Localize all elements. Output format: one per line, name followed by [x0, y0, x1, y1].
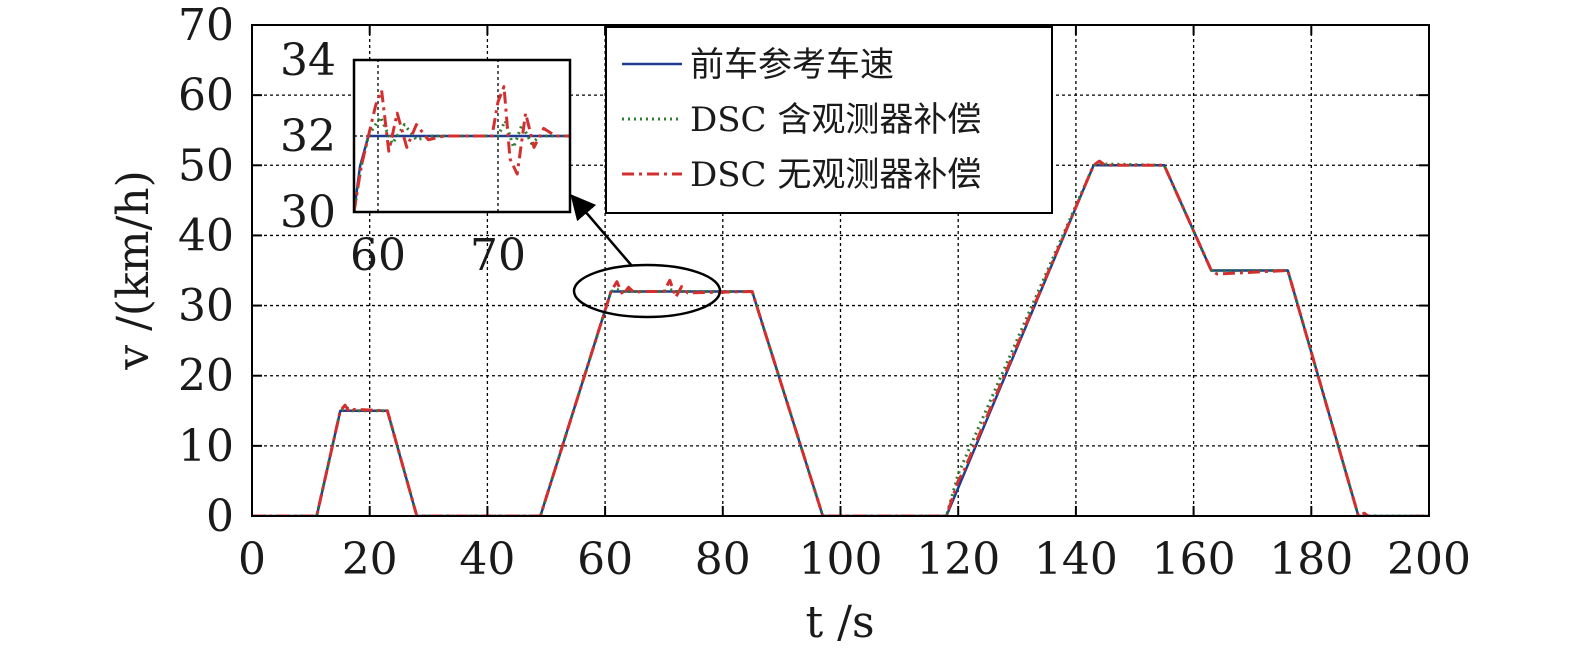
x-tick-label: 60 [577, 534, 633, 585]
x-tick-label: 20 [342, 534, 398, 585]
inset-frame [352, 58, 572, 214]
legend-label-without-observer: DSC 无观测器补偿 [690, 155, 981, 195]
legend-label-with-observer: DSC 含观测器补偿 [690, 100, 981, 140]
x-tick-label: 140 [1034, 534, 1118, 585]
inset-series-line-2 [354, 85, 570, 212]
inset-y-tick-label: 34 [280, 35, 336, 86]
inset-zoom: 60 70 30 32 34 [280, 35, 572, 281]
inset-x-tick-label: 60 [350, 230, 406, 281]
inset-x-tick-label: 70 [470, 230, 526, 281]
series-lines [252, 159, 1429, 516]
y-tick-label: 40 [178, 210, 234, 261]
y-tick-label: 30 [178, 281, 234, 332]
x-tick-label: 80 [695, 534, 751, 585]
y-tick-label: 70 [178, 0, 234, 51]
x-tick-label: 200 [1387, 534, 1471, 585]
y-tick-label: 20 [178, 351, 234, 402]
legend: 前车参考车速 DSC 含观测器补偿 DSC 无观测器补偿 [605, 26, 1053, 214]
y-tick-label: 50 [178, 140, 234, 191]
x-tick-label: 40 [459, 534, 515, 585]
y-axis-label: v /(km/h) [108, 170, 159, 371]
y-tick-label: 60 [178, 70, 234, 121]
inset-ticks: 60 70 30 32 34 [280, 35, 526, 281]
legend-label-reference: 前车参考车速 [690, 45, 894, 85]
highlight-ellipse [572, 263, 722, 319]
series-line-1 [252, 162, 1429, 516]
inset-y-tick-label: 32 [280, 111, 336, 162]
x-axis-label: t /s [805, 597, 874, 648]
inset-y-tick-label: 30 [280, 187, 336, 238]
inset-series-line-1 [354, 115, 570, 212]
x-tick-label: 120 [916, 534, 1000, 585]
legend-box [605, 26, 1053, 214]
axis-ticks: 0 20 40 60 80 100 120 140 160 180 200 0 10 20 30 40 50 60… [178, 0, 1471, 585]
x-tick-label: 180 [1269, 534, 1353, 585]
x-tick-label: 0 [238, 534, 266, 585]
inset-series [354, 85, 570, 212]
y-tick-label: 0 [206, 491, 234, 542]
zoom-arrow [570, 194, 633, 267]
x-tick-label: 100 [799, 534, 883, 585]
series-line-2 [252, 159, 1429, 516]
x-tick-label: 160 [1152, 534, 1236, 585]
y-tick-label: 10 [178, 421, 234, 472]
